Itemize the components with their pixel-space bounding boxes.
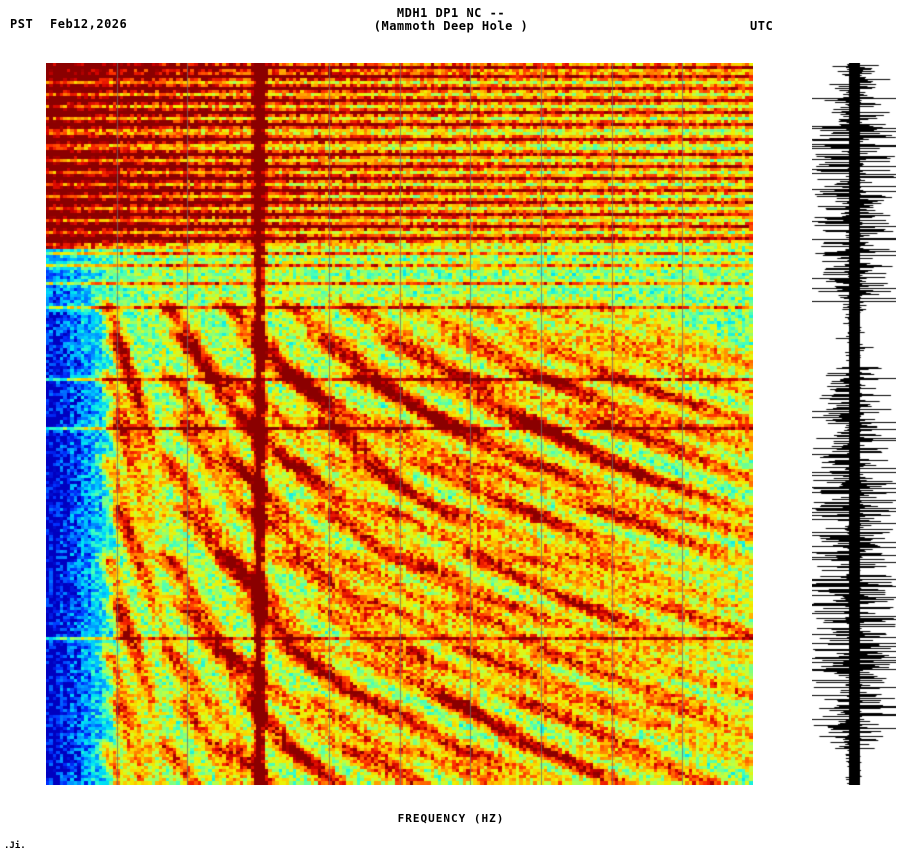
frequency-axis-title: FREQUENCY (HZ) (397, 812, 505, 825)
waveform-canvas[interactable] (812, 63, 896, 785)
station-title: MDH1 DP1 NC -- (396, 6, 506, 20)
spectrogram-plot[interactable] (46, 63, 753, 785)
corner-artifact-glyph: .Ji. (4, 841, 26, 851)
utc-label: UTC (750, 19, 774, 33)
timezone-label: PST (10, 17, 34, 31)
station-subtitle: (Mammoth Deep Hole ) (373, 19, 529, 33)
date-label: Feb12,2026 (50, 17, 128, 31)
spectrogram-canvas[interactable] (46, 63, 753, 785)
waveform-trace-panel[interactable] (812, 63, 896, 785)
